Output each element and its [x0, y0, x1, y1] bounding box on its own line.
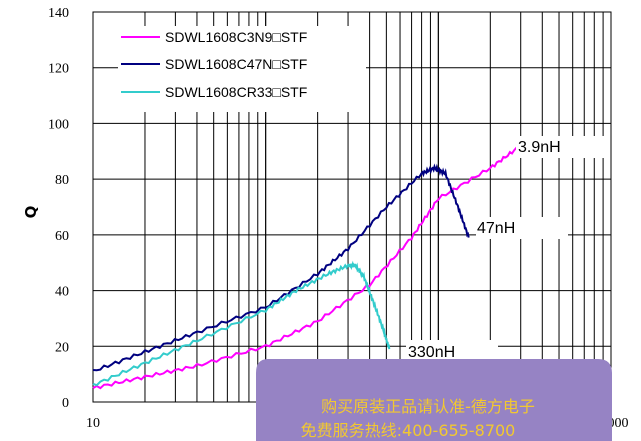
- series-lines: [92, 145, 522, 390]
- series-line-1: [92, 145, 522, 390]
- legend-label-series-1: SDWL1608C3N9□STF: [165, 29, 307, 45]
- y-tick-label: 140: [48, 6, 69, 21]
- legend-label-series-3: SDWL1608CR33□STF: [165, 84, 307, 100]
- watermark: 购买原装正品请认准-德方电子 免费服务热线:400-655-8700: [256, 359, 612, 441]
- y-tick-label: 20: [55, 340, 69, 355]
- y-tick-label: 40: [55, 285, 69, 300]
- series-line-3: [92, 260, 391, 387]
- annotation-bg-47nh: [476, 217, 568, 239]
- annotation-47nh: 47nH: [477, 220, 515, 237]
- series-line-2: [92, 163, 470, 372]
- y-tick-label: 0: [62, 396, 69, 411]
- watermark-line-2: 免费服务热线:400-655-8700: [301, 421, 516, 440]
- y-tick-label: 60: [55, 229, 69, 244]
- annotation-330nh: 330nH: [408, 344, 455, 361]
- annotation-bg-330nh: [406, 340, 498, 362]
- watermark-line-1: 购买原装正品请认准-德方电子: [321, 397, 535, 416]
- y-tick-label: 100: [48, 117, 69, 132]
- y-tick-label: 80: [55, 173, 69, 188]
- x-tick-label: 10: [86, 416, 100, 431]
- annotation-bg-3.9nh: [516, 136, 608, 158]
- annotation-3.9nh: 3.9nH: [518, 139, 561, 156]
- legend-box: [118, 26, 366, 112]
- y-tick-label: 120: [48, 62, 69, 77]
- legend-label-series-2: SDWL1608C47N□STF: [165, 56, 307, 72]
- y-axis-label: Q: [22, 206, 40, 219]
- watermark-badge: [256, 359, 612, 441]
- y-tick-labels: 0 20 40 60 80 100 120 140: [48, 6, 69, 411]
- legend: SDWL1608C3N9□STF SDWL1608C47N□STF SDWL16…: [118, 26, 366, 112]
